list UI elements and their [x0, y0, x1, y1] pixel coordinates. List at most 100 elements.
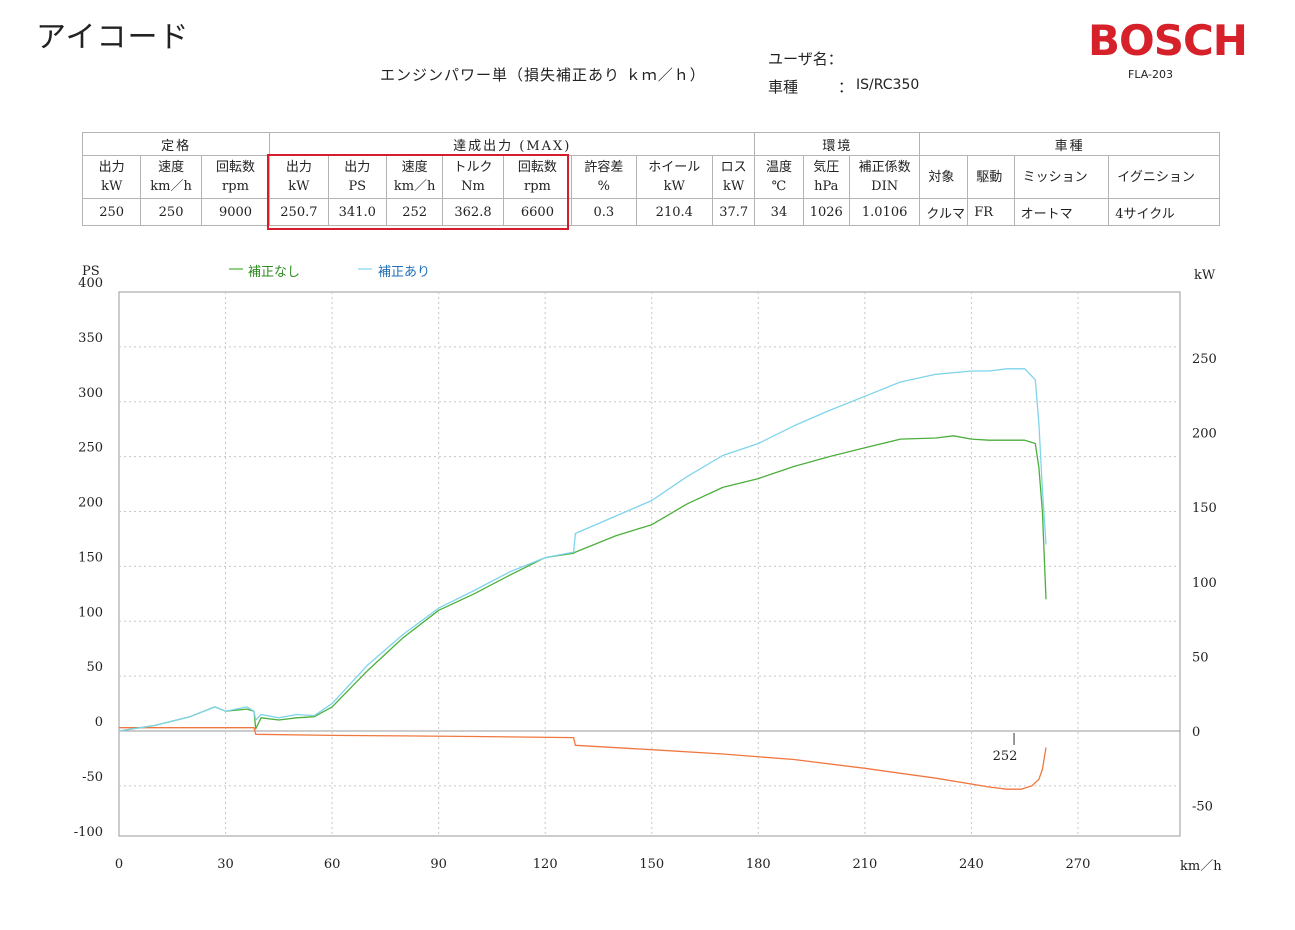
col-header-17: イグニション: [1108, 155, 1220, 199]
col-header-16: ミッション: [1013, 155, 1110, 199]
cell-value-11: 34: [754, 198, 804, 226]
chart-series: 252: [118, 368, 1047, 790]
col-header-13: 補正係数 DIN: [848, 155, 921, 199]
cell-value-6: 362.8: [442, 198, 504, 226]
col-header-unit: rpm: [523, 179, 551, 194]
header-row: 出力 kW 速度 km／h 回転数 rpm 出力 kW 出力 PS 速度 km／h トルク Nm 回転数 rp…: [81, 155, 1220, 199]
series-loss-line: [119, 727, 1047, 790]
cell-value-7: 6600: [502, 198, 573, 226]
y-tick-label: 250: [78, 441, 103, 456]
col-header-unit: Nm: [461, 179, 485, 194]
col-header-15: 駆動: [967, 155, 1015, 199]
y-tick-label: 350: [78, 331, 103, 346]
col-header-unit: kW: [288, 179, 310, 194]
y-tick-label: -50: [82, 770, 103, 785]
y-tick-label: 300: [78, 386, 103, 401]
col-header-name: 出力: [344, 160, 371, 175]
col-header-3: 出力 kW: [269, 155, 329, 199]
series-corrected-line: [118, 368, 1047, 732]
col-header-8: 許容差%: [571, 155, 637, 199]
col-header-unit: rpm: [222, 179, 249, 194]
col-header-name: 許容差: [584, 160, 624, 175]
y-tick-label: 200: [78, 496, 103, 511]
col-header-9: ホイール kW: [635, 155, 714, 199]
col-header-14: 対象: [919, 155, 969, 199]
cell-value-13: 1.0106: [848, 198, 921, 226]
col-header-name: ホイール: [648, 160, 701, 175]
x-tick-label: 0: [115, 857, 123, 872]
y-tick-label: 100: [78, 605, 103, 620]
x-tick-label: 150: [639, 857, 664, 872]
results-table: 定格 達成出力 (MAX) 環境 車種 出力 kW 速度 km／h 回転数 rpm 出力 kW…: [81, 132, 1220, 226]
col-header-name: 回転数: [215, 160, 255, 175]
company-name: アイコード: [36, 20, 190, 55]
cell-value-16: オートマ: [1013, 198, 1110, 226]
y2-tick-label: 150: [1192, 501, 1217, 516]
cell-value-9: 210.4: [635, 198, 714, 226]
group-vehicle: 車種: [919, 132, 1220, 156]
cell-value-15: FR: [967, 198, 1015, 226]
y2-axis-ticks: 250 200 150 100 50 0 -50: [1192, 352, 1217, 815]
y2-tick-label: -50: [1192, 800, 1213, 815]
vehicle-value: IS/RC350: [856, 77, 920, 93]
legend-label-corrected: 補正あり: [378, 265, 430, 280]
x-axis-ticks: 0 30 60 90 120 150 180 210 240 270: [115, 857, 1091, 872]
series-uncorrected-line: [118, 435, 1047, 732]
group-rated: 定格: [81, 132, 271, 156]
x-tick-label: 210: [852, 857, 877, 872]
cell-value-4: 341.0: [327, 198, 387, 226]
cell-value-1: 250: [140, 198, 202, 226]
col-header-unit: km／h: [393, 179, 436, 194]
highlight-box: [267, 154, 569, 230]
x-tick-label: 90: [430, 857, 447, 872]
col-header-unit: kW: [723, 179, 745, 194]
cell-value-10: 37.7: [712, 198, 756, 226]
col-header-name: 駆動: [976, 169, 1003, 185]
col-header-name: トルク: [453, 160, 493, 175]
col-header-name: 温度: [765, 160, 792, 175]
y-tick-label: 400: [78, 276, 103, 291]
col-header-12: 気圧 hPa: [802, 155, 850, 199]
col-header-name: 回転数: [517, 160, 557, 175]
col-header-name: ミッション: [1022, 169, 1088, 185]
y-tick-label: 0: [95, 715, 103, 730]
col-header-7: 回転数 rpm: [502, 155, 573, 199]
group-environment: 環境: [754, 132, 921, 156]
legend-label-uncorrected: 補正なし: [248, 265, 300, 280]
y-axis-ticks: 400 350 300 250 200 150 100 50 0 -50 -100: [74, 276, 103, 840]
cell-value-0: 250: [81, 198, 142, 226]
y-tick-label: 150: [78, 550, 103, 565]
value-row: 250 250 9000 250.7 341.0 252 362.8 6600 0.3 210.4…: [81, 198, 1220, 226]
col-header-name: ロス: [720, 160, 747, 175]
col-header-unit: DIN: [871, 179, 899, 194]
col-header-unit: hPa: [814, 179, 839, 194]
x-tick-label: 240: [959, 857, 984, 872]
col-header-name: 気圧: [813, 160, 840, 175]
y2-axis-label: kW: [1194, 268, 1216, 283]
col-header-2: 回転数 rpm: [200, 155, 271, 199]
col-header-unit: PS: [348, 179, 367, 194]
x-tick-label: 270: [1066, 857, 1091, 872]
y-tick-label: 50: [86, 660, 103, 675]
y2-tick-label: 0: [1192, 725, 1200, 740]
cell-value-12: 1026: [802, 198, 850, 226]
col-header-name: 速度: [158, 160, 185, 175]
vehicle-label: 車種: [768, 78, 799, 96]
col-header-unit: kW: [663, 179, 685, 194]
y2-tick-label: 100: [1192, 576, 1217, 591]
cell-value-17: 4サイクル: [1108, 198, 1220, 226]
cell-value-14: クルマ: [919, 198, 969, 226]
col-header-5: 速度 km／h: [385, 155, 444, 199]
x-tick-label: 120: [533, 857, 558, 872]
col-header-unit: kW: [101, 179, 123, 194]
col-header-1: 速度 km／h: [140, 155, 202, 199]
x-tick-label: 180: [746, 857, 771, 872]
bosch-logo: BOSCH: [1088, 16, 1248, 65]
model-code: FLA-203: [1128, 68, 1173, 81]
chart-grid: [118, 291, 1181, 837]
col-header-name: 出力: [285, 160, 312, 175]
y2-tick-label: 250: [1192, 352, 1217, 367]
max-speed-marker-label: 252: [993, 749, 1018, 764]
col-header-unit: ℃: [771, 179, 787, 194]
col-header-0: 出力 kW: [81, 155, 142, 199]
